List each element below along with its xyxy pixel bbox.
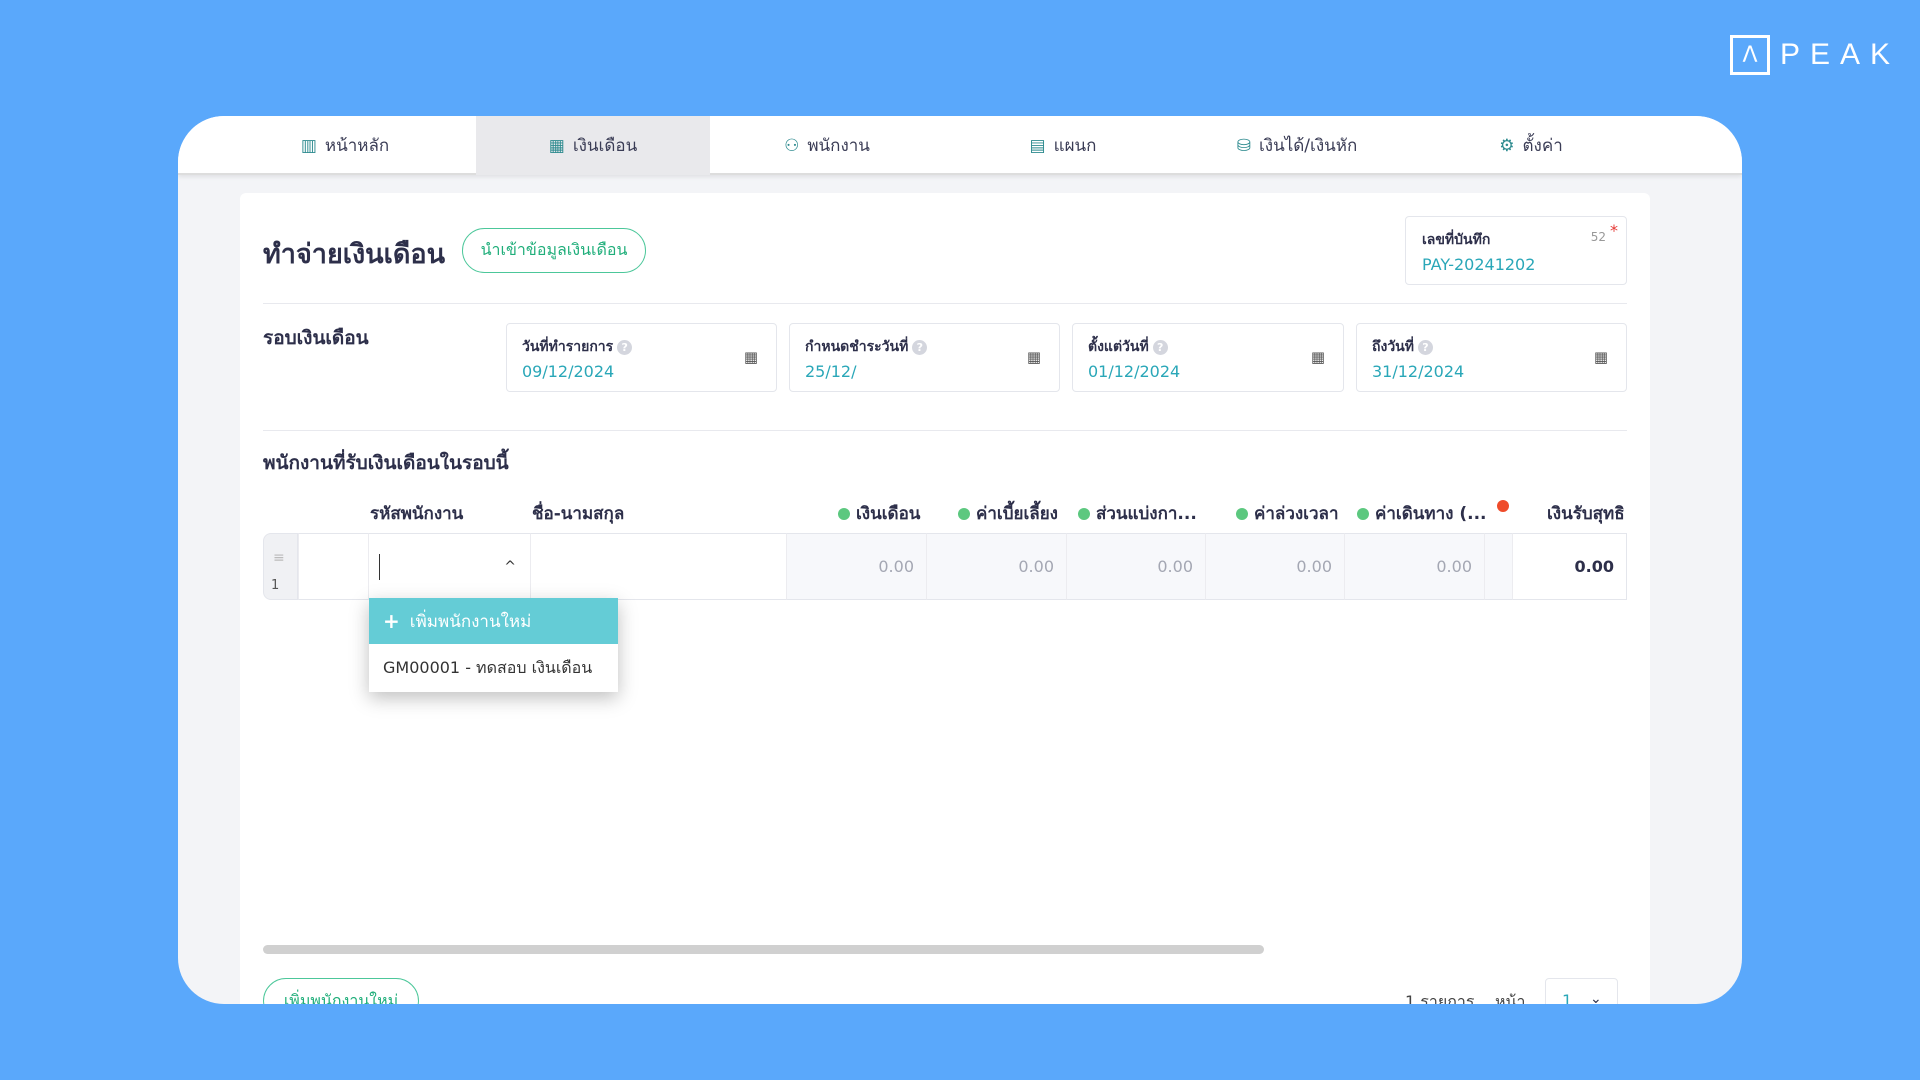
people-icon: ⚇	[784, 135, 800, 156]
id-card-icon: ▤	[1029, 135, 1046, 156]
deduction-dot	[1497, 500, 1509, 512]
calendar-icon[interactable]: ▦	[743, 348, 758, 366]
column-header-code: รหัสพนักงาน	[370, 504, 464, 524]
divider	[263, 430, 1627, 431]
employee-name-cell	[530, 533, 786, 600]
tab-settings[interactable]: ⚙ ตั้งค่า	[1499, 135, 1563, 157]
chevron-down-icon: ⌄	[1590, 991, 1602, 1007]
help-icon[interactable]: ?	[617, 340, 633, 355]
tab-home[interactable]: ▥ หน้าหลัก	[300, 135, 390, 157]
employee-code-select[interactable]: ^	[368, 533, 530, 600]
calendar-icon[interactable]: ▦	[1310, 348, 1325, 366]
record-count: 52	[1590, 230, 1606, 244]
text-cursor	[379, 553, 380, 580]
income-dot	[838, 507, 850, 520]
record-number-field[interactable]: เลขที่บันทึก 52 * PAY-20241202	[1405, 216, 1627, 285]
employee-dropdown: + เพิ่มพนักงานใหม่ GM00001 - ทดสอบ เงินเด…	[369, 598, 618, 692]
row-drag-handle[interactable]: ≡ 1	[263, 533, 298, 600]
help-icon[interactable]: ?	[912, 340, 928, 355]
dropdown-option[interactable]: GM00001 - ทดสอบ เงินเดือน	[383, 657, 593, 677]
salary-cell[interactable]: 0.00	[786, 533, 926, 600]
coins-icon: ⛁	[1236, 135, 1251, 156]
income-dot	[1357, 507, 1369, 520]
tab-payroll[interactable]: ▦ เงินเดือน	[476, 116, 710, 175]
column-header-share: ส่วนแบ่งกา...	[1078, 500, 1197, 527]
column-header-travel: ค่าเดินทาง (...	[1357, 500, 1487, 527]
row-empty-cell	[298, 533, 368, 600]
calendar-icon[interactable]: ▦	[1026, 348, 1041, 366]
calendar-money-icon: ▦	[548, 135, 565, 156]
income-dot	[958, 507, 970, 520]
peak-logo-mark: Λ	[1730, 35, 1770, 75]
chevron-up-icon: ^	[504, 558, 516, 575]
column-header-salary: เงินเดือน	[838, 500, 920, 527]
required-marker: *	[1610, 221, 1618, 240]
bar-chart-icon: ▥	[300, 135, 317, 156]
column-header-allowance: ค่าเบี้ยเลี้ยง	[958, 500, 1058, 527]
background-bottom	[0, 1004, 1920, 1080]
tab-departments[interactable]: ▤ แผนก	[1029, 135, 1097, 157]
travel-cell[interactable]: 0.00	[1344, 533, 1484, 600]
start-date-field[interactable]: ตั้งแต่วันที่? 01/12/2024 ▦	[1072, 323, 1344, 392]
cycle-label: รอบเงินเดือน	[263, 327, 369, 349]
dropdown-add-employee[interactable]: + เพิ่มพนักงานใหม่	[369, 598, 618, 644]
calendar-icon[interactable]: ▦	[1593, 348, 1608, 366]
column-header-overtime: ค่าล่วงเวลา	[1236, 500, 1339, 527]
due-date-field[interactable]: กำหนดชำระวันที่? 25/12/ ▦	[789, 323, 1060, 392]
drag-icon: ≡	[273, 550, 285, 566]
peak-logo: Λ PEAK	[1730, 35, 1900, 75]
net-cell: 0.00	[1512, 533, 1627, 600]
help-icon[interactable]: ?	[1417, 340, 1433, 355]
top-nav: ▥ หน้าหลัก ▦ เงินเดือน ⚇ พนักงาน ▤ แผนก ⛁ เงิ…	[178, 116, 1742, 175]
gears-icon: ⚙	[1499, 135, 1515, 156]
allowance-cell[interactable]: 0.00	[926, 533, 1066, 600]
tab-employees[interactable]: ⚇ พนักงาน	[784, 135, 870, 157]
share-cell[interactable]: 0.00	[1066, 533, 1205, 600]
income-dot	[1078, 507, 1090, 520]
help-icon[interactable]: ?	[1152, 340, 1168, 355]
column-header-net: เงินรับสุทธิ	[1547, 504, 1625, 524]
page-title: ทำจ่ายเงินเดือน	[263, 239, 446, 270]
plus-icon: +	[383, 609, 400, 633]
end-date-field[interactable]: ถึงวันที่? 31/12/2024 ▦	[1356, 323, 1627, 392]
overtime-cell[interactable]: 0.00	[1205, 533, 1344, 600]
column-header-deduction	[1497, 500, 1509, 512]
deduction-cell[interactable]	[1484, 533, 1512, 600]
divider	[263, 303, 1627, 304]
income-dot	[1236, 507, 1248, 520]
horizontal-scrollbar[interactable]	[263, 945, 1264, 954]
import-payroll-button[interactable]: นำเข้าข้อมูลเงินเดือน	[462, 228, 646, 273]
transaction-date-field[interactable]: วันที่ทำรายการ? 09/12/2024 ▦	[506, 323, 777, 392]
column-header-name: ชื่อ-นามสกุล	[532, 504, 625, 524]
tab-income-deduction[interactable]: ⛁ เงินได้/เงินหัก	[1236, 135, 1358, 157]
employees-section-title: พนักงานที่รับเงินเดือนในรอบนี้	[263, 452, 509, 474]
